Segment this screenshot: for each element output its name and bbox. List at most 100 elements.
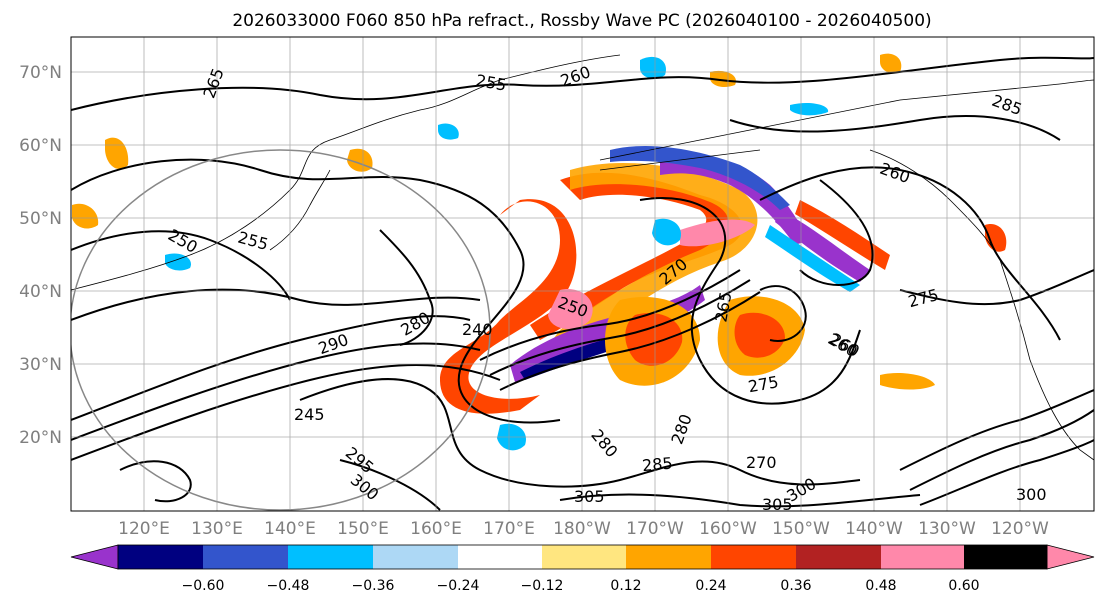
colorbar-segment [964,545,1047,569]
colorbar-segment [203,545,288,569]
colorbar-tick: −0.36 [352,578,395,594]
coastline-asia [71,54,621,291]
contour-10 [499,291,761,391]
contour-22 [71,230,291,301]
lat-label: 50°N [19,209,62,229]
contour-16 [909,409,1094,491]
lat-label: 70°N [19,63,62,83]
map-background [71,37,1094,511]
pink-patch [548,289,593,330]
contour-4 [71,315,471,421]
map-panel: 265 255 260 285 260 250 255 270 240 250 … [70,36,1095,514]
blue-diagonal [765,225,860,292]
colorbar-tick: −0.24 [437,578,480,594]
contour-label: 270 [746,453,777,472]
orange-spot-2 [72,203,99,229]
gridlines [71,37,1094,511]
lon-label: 160°E [410,519,462,539]
orange-halo-center [545,162,758,352]
coastline-alaska [599,79,1094,161]
lon-label: 120°E [118,519,170,539]
colorbar-segment [373,545,458,569]
colorbar-tick: 0.24 [695,578,726,594]
lat-label: 40°N [19,282,62,302]
colorbar-segment [118,545,203,569]
colorbar-segment [796,545,881,569]
contour-18 [559,493,921,508]
colorbar-min-extend [70,544,119,570]
aleutian-chain [599,149,761,171]
lat-label: 30°N [19,355,62,375]
coastline-north-america [869,149,1094,461]
lon-label: 170°E [483,519,535,539]
colorbar-segment [542,545,626,569]
colorbar-segment [626,545,711,569]
map-frame [70,36,1095,512]
blue-spot-3 [640,56,666,79]
contour-label: 240 [462,320,493,339]
contour-label: 285 [641,454,673,476]
lon-label: 140°E [264,519,316,539]
contour-13 [799,179,874,286]
colorbar-max-extend [1046,544,1095,570]
colorbar-segment [458,545,542,569]
lon-label: 140°W [845,519,903,539]
contour-20 [759,285,807,342]
contour-label: 300 [1016,485,1047,504]
colorbar-tick: 0.60 [948,578,979,594]
lon-label: 160°W [699,519,757,539]
lon-label: 150°W [772,519,830,539]
orange-loop-west [440,199,577,414]
orange-spot-4 [880,373,935,390]
contour-21 [899,269,1094,306]
colorbar: −0.60 −0.48 −0.36 −0.24 −0.12 0.12 0.24 … [70,544,1095,594]
orange-spot-7 [880,53,902,74]
contour-8 [479,269,741,361]
red-patch-south [625,313,683,366]
coastlines [71,54,1094,461]
colorbar-tick: 0.48 [865,578,896,594]
orange-diagonal [795,200,890,270]
contour-label: 305 [574,487,605,506]
map-title: 2026033000 F060 850 hPa refract., Rossby… [232,11,931,31]
latitude-axis: 70°N 60°N 50°N 40°N 30°N 20°N [19,63,62,448]
lat-label: 60°N [19,136,62,156]
lon-label: 120°W [991,519,1049,539]
colorbar-tick: 0.36 [780,578,811,594]
blue-spot-4 [790,102,829,116]
contour-17 [919,439,1094,506]
lon-label: 130°E [191,519,243,539]
contour-24 [119,460,192,503]
pink-streak [680,219,755,247]
contour-7 [299,378,861,488]
contour-19 [339,459,441,511]
blue-northeast [610,145,790,210]
contour-15 [899,389,1094,471]
red-patch-east [734,312,785,358]
contour-1 [71,56,1094,111]
longitude-axis: 120°E 130°E 140°E 150°E 160°E 170°E 180°… [118,519,1049,539]
colorbar-tick: −0.60 [182,578,225,594]
orange-spot-6 [710,70,736,88]
contour-6 [71,364,501,461]
reference-ellipse [71,149,491,511]
lon-label: 180°W [553,519,611,539]
colorbar-segment [288,545,373,569]
lat-label: 20°N [19,428,62,448]
purple-diagonal [775,210,870,282]
contour-label: 245 [294,405,325,424]
contour-3 [71,288,481,321]
lon-label: 170°W [626,519,684,539]
colorbar-segment [711,545,796,569]
colorbar-tick: −0.12 [521,578,564,594]
lon-label: 150°E [337,519,389,539]
orange-spot-3 [105,137,129,170]
contour-11 [639,197,861,405]
contour-label: 305 [762,495,793,514]
blue-spot-5 [165,253,191,271]
contour-2 [71,158,561,424]
contour-14 [729,115,1061,141]
blue-spot-1 [652,218,681,246]
colorbar-tick: −0.48 [267,578,310,594]
